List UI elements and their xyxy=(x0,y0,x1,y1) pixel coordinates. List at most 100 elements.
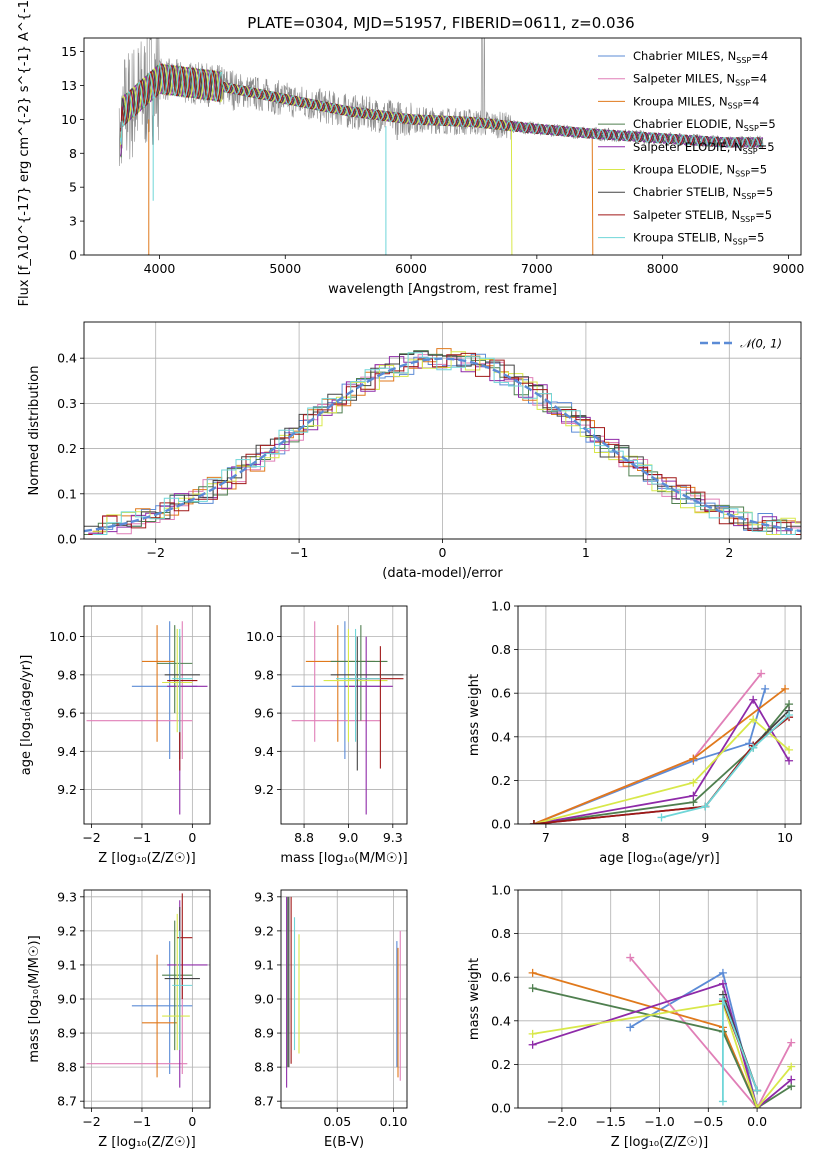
axes-frame xyxy=(280,605,408,825)
weight-marker xyxy=(689,754,698,763)
y-tick-label: 0.6 xyxy=(491,686,511,701)
hist-step-5 xyxy=(92,351,801,535)
x-tick-label: −1.5 xyxy=(596,1114,626,1129)
legend-entry-1: Salpeter MILES, NSSP=4 xyxy=(633,72,767,88)
y-axis-label: Flux [f_λ10^{-17} erg cm^{-2} s^{-1} A^{… xyxy=(17,0,32,306)
weight-marker xyxy=(787,1038,796,1047)
y-tick-label: 8 xyxy=(69,146,77,161)
x-tick-label: −2 xyxy=(146,545,164,560)
y-tick-label: 0 xyxy=(69,248,77,263)
y-tick-label: 9.4 xyxy=(57,744,77,759)
panel-spectrum: 4000 5000 6000 7000 8000 9000 0 3 5 8 10 13 15 wavele… xyxy=(17,0,804,306)
axes-frame xyxy=(517,605,802,825)
x-tick-label: 6000 xyxy=(395,261,427,276)
y-tick-label: 0.3 xyxy=(57,396,77,411)
plot-area-mass_weight_vs_Z xyxy=(528,953,796,1108)
y-tick-label: 0.2 xyxy=(57,441,77,456)
weight-line-5 xyxy=(533,718,790,824)
plot-area-age_vs_Z xyxy=(86,621,208,815)
y-tick-label: 0.8 xyxy=(491,642,511,657)
weight-marker xyxy=(718,995,727,1003)
normal-reference-curve xyxy=(84,357,801,533)
x-tick-label: 0 xyxy=(188,1114,196,1129)
y-tick-label: 8.9 xyxy=(57,1026,77,1041)
weight-line-1 xyxy=(533,673,762,824)
weight-marker xyxy=(757,669,766,678)
x-tick-label: 9 xyxy=(701,830,709,845)
weight-marker xyxy=(785,756,794,765)
weight-marker xyxy=(785,745,794,754)
weight-marker xyxy=(657,813,666,822)
weight-line-3 xyxy=(533,703,790,824)
y-tick-label: 0.4 xyxy=(57,351,77,366)
x-axis-label: age [log₁₀(age/yr)] xyxy=(599,851,720,866)
x-axis-label: Z [log₁₀(Z/Z☉)] xyxy=(98,1135,195,1150)
x-axis-label: (data-model)/error xyxy=(382,566,503,581)
axes-frame xyxy=(83,321,802,540)
plot-area-mass_vs_ebv xyxy=(286,896,401,1088)
y-axis-label: mass weight xyxy=(467,674,482,756)
y-tick-label: 10.0 xyxy=(246,629,274,644)
legend-entry-4: Salpeter ELODIE, NSSP=5 xyxy=(633,140,775,156)
y-tick-label: 0.4 xyxy=(491,1013,511,1028)
y-tick-label: 0.8 xyxy=(491,926,511,941)
y-tick-label: 9.1 xyxy=(57,957,77,972)
x-tick-label: −1 xyxy=(133,1114,151,1129)
y-tick-label: 9.4 xyxy=(254,744,274,759)
x-tick-label: 0 xyxy=(188,830,196,845)
weight-marker xyxy=(718,979,727,988)
x-tick-label: 8.8 xyxy=(294,830,314,845)
weight-line-5 xyxy=(532,1002,792,1108)
x-axis-label: mass [log₁₀(M/M☉)] xyxy=(280,851,407,866)
plot-area-age_vs_mass xyxy=(291,621,404,815)
y-tick-label: 0.0 xyxy=(491,1101,511,1116)
x-tick-label: 7 xyxy=(542,830,550,845)
weight-marker xyxy=(749,695,758,704)
weight-marker xyxy=(781,684,790,693)
weight-marker xyxy=(749,715,758,724)
x-tick-label: 1 xyxy=(582,545,590,560)
y-tick-label: 9.2 xyxy=(57,923,77,938)
y-axis-label: mass [log₁₀(M/M☉)] xyxy=(27,935,42,1062)
x-tick-label: −0.5 xyxy=(693,1114,723,1129)
x-tick-label: 0.10 xyxy=(380,1114,408,1129)
y-axis-label: mass weight xyxy=(467,958,482,1040)
y-tick-label: 9.2 xyxy=(254,923,274,938)
panel-age_vs_Z: −2 −1 0 9.2 9.4 9.6 9.8 10.0 Z [log₁₀(Z/Z☉)] age … xyxy=(19,605,211,866)
y-tick-label: 8.9 xyxy=(254,1026,274,1041)
x-tick-label: 8000 xyxy=(647,261,679,276)
weight-line-4 xyxy=(532,982,792,1108)
weight-marker xyxy=(787,1062,796,1071)
weight-marker xyxy=(761,684,770,693)
weight-marker xyxy=(749,743,758,752)
y-axis-label: age [log₁₀(age/yr)] xyxy=(19,655,34,776)
panel-residuals: −2 −1 0 1 2 0.0 0.1 0.2 0.3 0.4 (data-model)/error… xyxy=(27,321,802,581)
y-tick-label: 9.0 xyxy=(254,992,274,1007)
y-tick-label: 10 xyxy=(61,112,77,127)
x-tick-label: 9000 xyxy=(773,261,805,276)
panel-mass_weight_vs_age: 7 8 9 10 0.0 0.2 0.4 0.6 0.8 1.0 age [log₁₀(age/yr… xyxy=(467,599,802,866)
legend-entry-2: Kroupa MILES, NSSP=4 xyxy=(633,94,759,110)
x-tick-label: 0.05 xyxy=(323,1114,351,1129)
weight-marker xyxy=(701,802,710,811)
weight-marker xyxy=(718,968,727,977)
figure-title: PLATE=0304, MJD=51957, FIBERID=0611, z=0… xyxy=(247,14,634,32)
hist-step-8 xyxy=(92,352,801,535)
legend-entry-3: Chabrier ELODIE, NSSP=5 xyxy=(633,117,776,133)
y-tick-label: 9.2 xyxy=(57,782,77,797)
hist-step-1 xyxy=(88,354,801,535)
x-tick-label: 9.0 xyxy=(338,830,358,845)
weight-marker xyxy=(753,1086,762,1095)
legend-entry-7: Salpeter STELIB, NSSP=5 xyxy=(633,208,772,224)
legend-entry-0: Chabrier MILES, NSSP=4 xyxy=(633,49,768,65)
axes-frame xyxy=(83,889,211,1109)
panel-mass_vs_Z: −2 −1 0 8.7 8.8 8.9 9.0 9.1 9.2 9.3 Z [log₁₀(Z/Z☉)… xyxy=(27,889,211,1150)
y-tick-label: 3 xyxy=(69,214,77,229)
y-tick-label: 8.8 xyxy=(254,1060,274,1075)
axes-frame xyxy=(83,605,211,825)
y-tick-label: 10.0 xyxy=(49,629,77,644)
x-axis-label: wavelength [Angstrom, rest frame] xyxy=(328,282,557,297)
x-tick-label: −2 xyxy=(82,1114,100,1129)
x-tick-label: 2 xyxy=(725,545,733,560)
x-axis-label: Z [log₁₀(Z/Z☉)] xyxy=(98,851,195,866)
